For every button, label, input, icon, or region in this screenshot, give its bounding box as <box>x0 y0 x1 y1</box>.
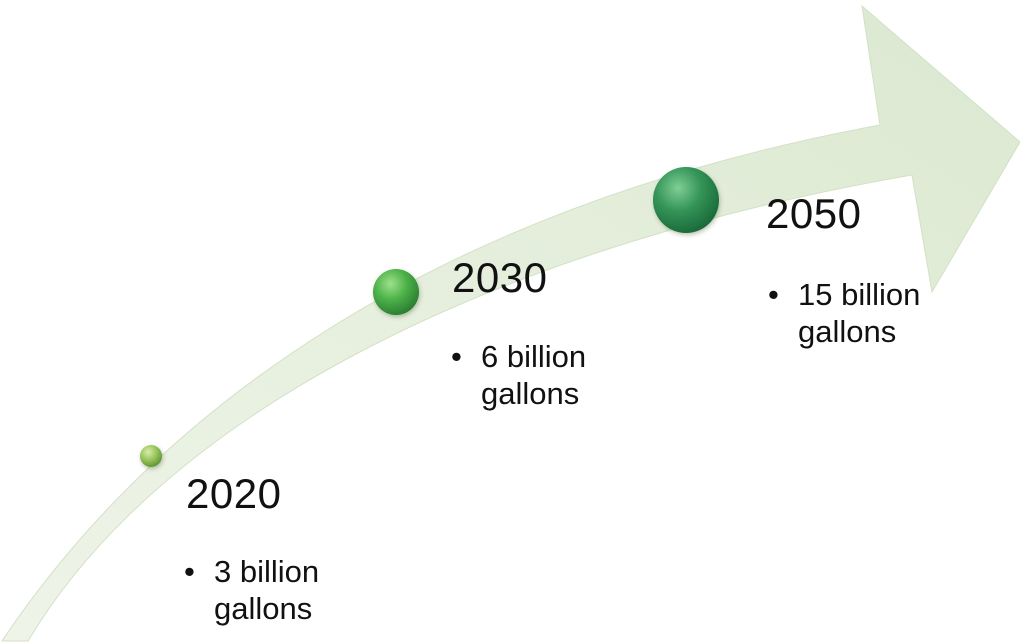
milestone-dot-small <box>140 445 162 467</box>
milestone-year-2020: 2020 <box>186 470 282 517</box>
milestone-year-2050: 2050 <box>766 190 862 237</box>
milestone-desc-2050: • 15 billion gallons <box>768 276 988 350</box>
milestone-desc-2020: • 3 billion gallons <box>184 553 384 627</box>
milestone-desc-2030: • 6 billion gallons <box>451 338 651 412</box>
milestone-text-2050: 15 billion gallons <box>798 277 921 349</box>
bullet-icon: • <box>184 554 195 589</box>
milestone-dot-large <box>653 167 719 233</box>
bullet-icon: • <box>768 277 779 312</box>
milestone-text-2020: 3 billion gallons <box>214 554 320 626</box>
arrow-body <box>1 4 1020 642</box>
milestone-year-2030: 2030 <box>452 254 548 301</box>
milestone-text-2030: 6 billion gallons <box>481 339 587 411</box>
bullet-icon: • <box>451 339 462 374</box>
milestone-dot-medium <box>373 269 419 315</box>
